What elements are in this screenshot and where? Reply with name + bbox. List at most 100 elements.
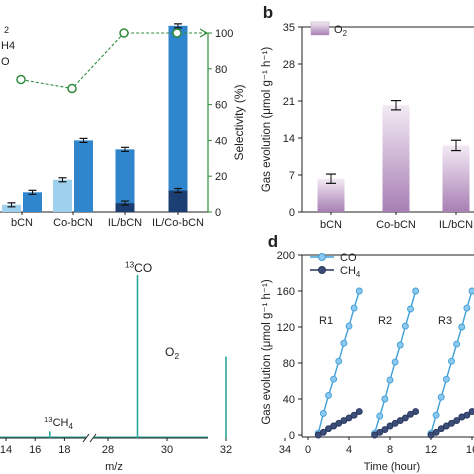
panel-d-x-tick-label: 8 [387, 444, 393, 456]
panel-d-x-label: Time (hour) [364, 461, 420, 473]
panel-c-peak-label-co-text: CO [134, 261, 152, 275]
panel-a-bar [115, 203, 135, 212]
panel-b-legend-swatch [310, 21, 330, 36]
panel-d-legend-marker [318, 266, 326, 274]
panel-d-data-point [350, 411, 358, 419]
panel-a-bar [115, 149, 135, 204]
panel-c-peak-label-ch4-text: CH [53, 417, 69, 429]
panel-c-x-tick-label: 14 [0, 444, 12, 456]
panel-d-data-point [412, 287, 420, 295]
panel-c-peak-label-ch4-mass: 13 [44, 415, 53, 424]
panel-a-bar [74, 140, 93, 212]
panel-b-y-label: Gas evolution (μmol g⁻¹ h⁻¹) [261, 47, 273, 192]
panel-c-x-tick-label: 28 [102, 444, 114, 456]
panel-d-run-label: R2 [378, 315, 392, 327]
panel-c-axis-break [89, 433, 97, 443]
panel-c-axis-break [82, 433, 90, 443]
panel-d-x-tick-label: 0 [305, 444, 311, 456]
panel-b-category-label: Co-bCN [376, 219, 416, 231]
panel-b-bar [382, 105, 410, 212]
panel-d-label: d [268, 232, 278, 251]
panel-b-y-tick-label: 28 [283, 59, 295, 71]
panel-b-label: b [263, 3, 273, 22]
panel-a-bar [2, 204, 21, 212]
panel-d-run-label: R1 [319, 315, 333, 327]
panel-a-bar [168, 190, 188, 212]
panel-d-data-point [319, 428, 327, 436]
panel-c-x-tick-label: 32 [220, 444, 232, 456]
panel-b-legend-label: O2 [334, 24, 347, 38]
panel-d-data-point [468, 287, 474, 295]
panel-a-legend-fragment-3: O [1, 56, 10, 68]
panel-a-legend-fragment-1: 2 [4, 25, 9, 35]
panel-d-data-point [401, 322, 409, 330]
panel-a-selectivity-line [20, 32, 177, 90]
panel-d-data-point [463, 411, 471, 419]
panel-c-peak-label-ch4: 13CH4 [44, 415, 73, 431]
panel-d-y-tick-label: 120 [277, 322, 295, 334]
panel-d-data-point [350, 304, 358, 312]
panel-d-data-point [330, 375, 338, 383]
panel-a-selectivity-marker [119, 28, 129, 38]
panel-b-category-label: bCN [320, 219, 342, 231]
panel-b-legend-label-sub: 2 [343, 29, 347, 38]
panel-d-data-point [407, 305, 414, 313]
panel-d-y-label: Gas evolution (μmol g⁻¹ h⁻¹) [261, 279, 273, 424]
panel-b-y-tick-label: 14 [283, 133, 295, 145]
panel-c-x-tick-label: 16 [29, 444, 41, 456]
panel-d-data-point [340, 339, 348, 347]
panel-b-y-tick-label: 7 [289, 170, 295, 182]
panel-d-data-point [453, 417, 461, 425]
panel-d-y-tick-label: 200 [277, 250, 295, 262]
panel-d-legend-label-text: CH [340, 265, 356, 277]
panel-a-selectivity-tick-label: 40 [215, 135, 227, 147]
panel-d-data-point [432, 428, 440, 436]
panel-d-data-point [468, 408, 474, 416]
panel-c-x-tick-label: 18 [58, 444, 70, 456]
panel-a-category-label: IL/bCN [108, 217, 142, 229]
panel-b-y-tick-label: 21 [283, 96, 295, 108]
panel-d-data-point [448, 357, 455, 365]
panel-d-data-point [401, 414, 409, 422]
panel-a-selectivity-marker [67, 83, 77, 94]
panel-c-x-label: m/z [105, 461, 123, 473]
panel-d-data-point [381, 426, 389, 434]
panel-d-data-point [319, 409, 327, 417]
panel-d-legend-label: CO [340, 252, 357, 264]
panel-d-legend-marker [318, 253, 326, 261]
panel-c-peak-label-co: 13CO [125, 259, 152, 275]
panel-a-category-label: Co-bCN [53, 217, 93, 229]
panel-a-selectivity-label: Selectivity (%) [232, 84, 246, 160]
panel-c-peak-label-o2: O2 [165, 345, 179, 361]
panel-d-data-point [381, 395, 389, 403]
panel-d-data-point [442, 375, 450, 383]
panel-d-legend-label: CH4 [340, 265, 361, 279]
panel-d-data-point [396, 341, 404, 349]
panel-b-legend-label-text: O [334, 24, 343, 36]
panel-d-data-point [325, 391, 332, 399]
panel-c-peak-label-o2-sub: 2 [174, 351, 179, 361]
panel-d-data-point [463, 304, 471, 312]
panel-d-legend-label-sub: 4 [356, 270, 361, 279]
panel-a-bar [53, 179, 72, 212]
panel-d-legend-label-text: CO [340, 252, 357, 264]
panel-c-peak-label-co-mass: 13 [125, 259, 135, 269]
panel-a-selectivity-tick-label: 20 [215, 171, 227, 183]
panel-b-bar [317, 178, 345, 212]
panel-a-category-label: IL/Co-bCN [152, 217, 204, 229]
panel-d-cycling-stability-chart: d 0 40 80 120 160 200 0 4 8 12 16 Time (hour) Gas evo… [261, 232, 474, 473]
panel-d-data-point [453, 340, 461, 348]
panel-a-bar [168, 25, 188, 191]
panel-a-selectivity-tick-label: 100 [215, 28, 233, 40]
panel-d-data-point [355, 287, 363, 295]
panel-b-y-tick-label: 35 [283, 22, 295, 34]
panel-d-y-tick-label: 0 [289, 430, 295, 442]
panel-b-category-label: IL/bCN [439, 219, 473, 231]
panel-d-x-tick-label: 16 [466, 444, 474, 456]
panel-c-peak-label-ch4-sub: 4 [68, 422, 73, 431]
panel-d-x-tick-label: 4 [346, 444, 352, 456]
panel-a-selectivity-tick-label: 80 [215, 64, 227, 76]
